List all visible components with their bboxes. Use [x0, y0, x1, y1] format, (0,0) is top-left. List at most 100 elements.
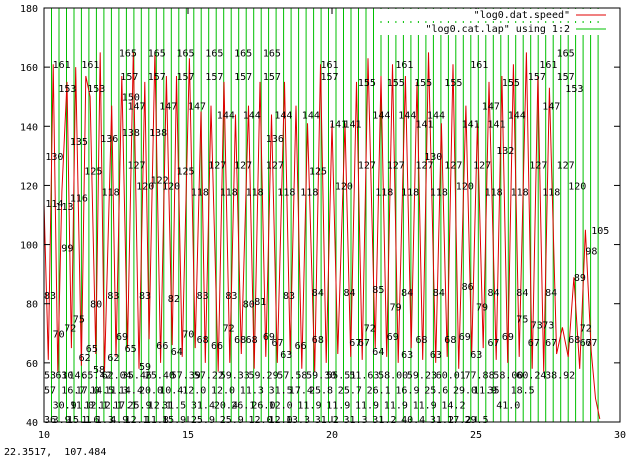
data-label: 157 — [263, 72, 281, 83]
data-label: 165 — [263, 48, 281, 59]
data-label: 83 — [283, 291, 295, 302]
row-label: 15.9 — [162, 415, 186, 426]
data-label: 157 — [205, 72, 223, 83]
row-label: 12.0 — [269, 415, 293, 426]
data-label: 118 — [220, 187, 238, 198]
row-label: 20.0 — [139, 386, 163, 397]
row-label: 14.2 — [441, 400, 465, 411]
row-label: 11.9 — [326, 400, 350, 411]
row-label: 11.3 — [105, 386, 129, 397]
data-label: 147 — [188, 102, 206, 113]
data-label: 69 — [502, 332, 514, 343]
lap-markers-series — [43, 8, 599, 422]
data-label: 65 — [125, 344, 137, 355]
x-tick-label: 20 — [326, 430, 338, 441]
row-label: 20.4 — [214, 400, 238, 411]
data-label: 127 — [208, 161, 226, 172]
row-label: 13.3 — [286, 415, 310, 426]
row-label: 62.04 — [102, 371, 132, 382]
data-label: 66 — [211, 341, 223, 352]
row-label: 36 — [44, 415, 56, 426]
coordinate-readout: 22.3517, 107.484 — [4, 447, 107, 458]
row-label: 11.3 — [240, 386, 264, 397]
data-label: 105 — [591, 226, 609, 237]
data-label: 155 — [358, 78, 376, 89]
data-label: 68 — [197, 335, 209, 346]
data-label: 63 — [470, 350, 482, 361]
y-tick-label: 40 — [26, 418, 38, 429]
legend-bg — [374, 23, 612, 35]
row-label: 58.00 — [378, 371, 408, 382]
data-label: 165 — [205, 48, 223, 59]
data-label: 75 — [73, 315, 85, 326]
data-label: 59 — [139, 362, 151, 373]
data-label: 72 — [364, 323, 376, 334]
data-label: 84 — [433, 288, 445, 299]
data-label: 144 — [398, 111, 416, 122]
data-label: 83 — [44, 291, 56, 302]
axes: 40 60 80 100 120 140 160 180 10 15 20 25 30 — [20, 4, 626, 441]
row-label: 12.0 — [269, 400, 293, 411]
data-label: 83 — [197, 291, 209, 302]
data-label: 141 — [329, 119, 347, 130]
row-label: 65.42 — [81, 371, 111, 382]
row-label: 31.3 — [344, 415, 368, 426]
data-label: 83 — [107, 291, 119, 302]
data-label: 127 — [557, 161, 575, 172]
data-label: 84 — [516, 288, 528, 299]
data-label: 120 — [568, 181, 586, 192]
row-label: 59.23 — [407, 371, 437, 382]
data-label: 161 — [395, 60, 413, 71]
data-label: 118 — [300, 187, 318, 198]
data-label: 125 — [177, 167, 195, 178]
data-label: 84 — [545, 288, 557, 299]
row-label: 12.1 — [125, 415, 149, 426]
data-label: 165 — [234, 48, 252, 59]
data-label: 144 — [274, 111, 292, 122]
data-label: 161 — [53, 60, 71, 71]
row-label: 29.5 — [465, 415, 489, 426]
data-label: 157 — [177, 72, 195, 83]
data-label: 147 — [159, 102, 177, 113]
row-label: 17.1 — [113, 400, 137, 411]
row-label: 59.33 — [220, 371, 250, 382]
data-label: 144 — [508, 111, 526, 122]
row-label: 12.0 — [211, 386, 235, 397]
data-label: 127 — [529, 161, 547, 172]
row-label: 61 — [56, 371, 68, 382]
row-label: 11.8 — [145, 415, 169, 426]
row-label: 11.9 — [413, 400, 437, 411]
data-label: 72 — [580, 323, 592, 334]
data-label: 81 — [254, 297, 266, 308]
row-label: 25.40 — [145, 371, 175, 382]
x-tick-label: 30 — [614, 430, 626, 441]
data-label: 80 — [243, 300, 255, 311]
data-label: 67 — [272, 338, 284, 349]
data-label: 72 — [64, 323, 76, 334]
row-label: 18.5 — [511, 386, 535, 397]
row-label: 4.9 — [110, 415, 128, 426]
row-label: 51.63 — [349, 371, 379, 382]
row-label: 12.1 — [148, 400, 172, 411]
data-label: 86 — [462, 282, 474, 293]
data-label: 136 — [100, 134, 118, 145]
data-label: 118 — [191, 187, 209, 198]
data-label: 69 — [116, 332, 128, 343]
data-label: 157 — [234, 72, 252, 83]
row-label: 59.29 — [249, 371, 279, 382]
data-label: 69 — [459, 332, 471, 343]
row-label: 31.2 — [372, 415, 396, 426]
data-label: 144 — [217, 111, 235, 122]
data-label: 157 — [120, 72, 138, 83]
data-label: 67 — [528, 338, 540, 349]
x-tick-label: 15 — [182, 430, 194, 441]
data-label: 65 — [86, 344, 98, 355]
data-label: 116 — [70, 193, 88, 204]
data-label: 147 — [128, 102, 146, 113]
data-label: 83 — [139, 291, 151, 302]
row-label: 31.5 — [162, 400, 186, 411]
row-label: 16.9 — [395, 386, 419, 397]
row-label: 25.9 — [220, 415, 244, 426]
row-label: 30 — [61, 371, 73, 382]
data-label: 58 — [93, 365, 105, 376]
